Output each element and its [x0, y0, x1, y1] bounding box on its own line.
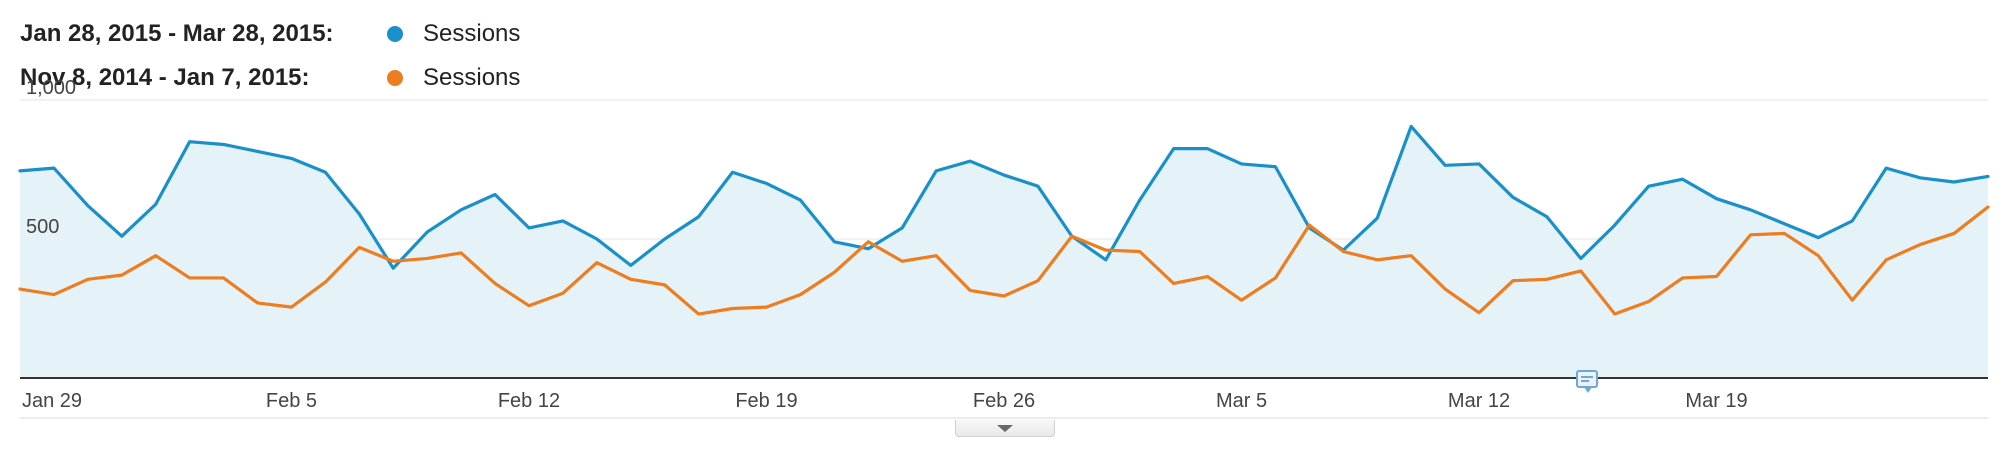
area-fill-current	[20, 126, 1988, 378]
x-tick-label-0: Jan 29	[22, 390, 82, 412]
expand-chart-button[interactable]	[955, 420, 1055, 437]
legend-previous-dot-icon	[387, 70, 403, 86]
legend-current-metric: Sessions	[423, 20, 521, 47]
x-tick-label-3: Feb 19	[735, 390, 797, 412]
y-tick-label-1000: 1,000	[26, 77, 76, 99]
x-tick-label-5: Mar 5	[1216, 390, 1267, 412]
x-tick-label-6: Mar 12	[1448, 390, 1510, 412]
legend-previous-range: Nov 8, 2014 - Jan 7, 2015:	[20, 64, 310, 91]
x-tick-label-7: Mar 19	[1685, 390, 1747, 412]
chevron-down-icon	[997, 424, 1013, 432]
legend-previous-metric: Sessions	[423, 64, 521, 91]
y-tick-label-500: 500	[26, 216, 59, 238]
x-tick-label-4: Feb 26	[973, 390, 1035, 412]
legend-row-previous[interactable]: Nov 8, 2014 - Jan 7, 2015: Sessions	[20, 56, 720, 100]
annotation-icon[interactable]	[1576, 370, 1598, 393]
x-tick-label-2: Feb 12	[498, 390, 560, 412]
legend-current-range: Jan 28, 2015 - Mar 28, 2015:	[20, 20, 334, 47]
legend-current-dot-icon	[387, 26, 403, 42]
chart-legend: Jan 28, 2015 - Mar 28, 2015: Sessions No…	[20, 12, 720, 100]
x-tick-label-1: Feb 5	[266, 390, 317, 412]
legend-row-current[interactable]: Jan 28, 2015 - Mar 28, 2015: Sessions	[20, 12, 720, 56]
